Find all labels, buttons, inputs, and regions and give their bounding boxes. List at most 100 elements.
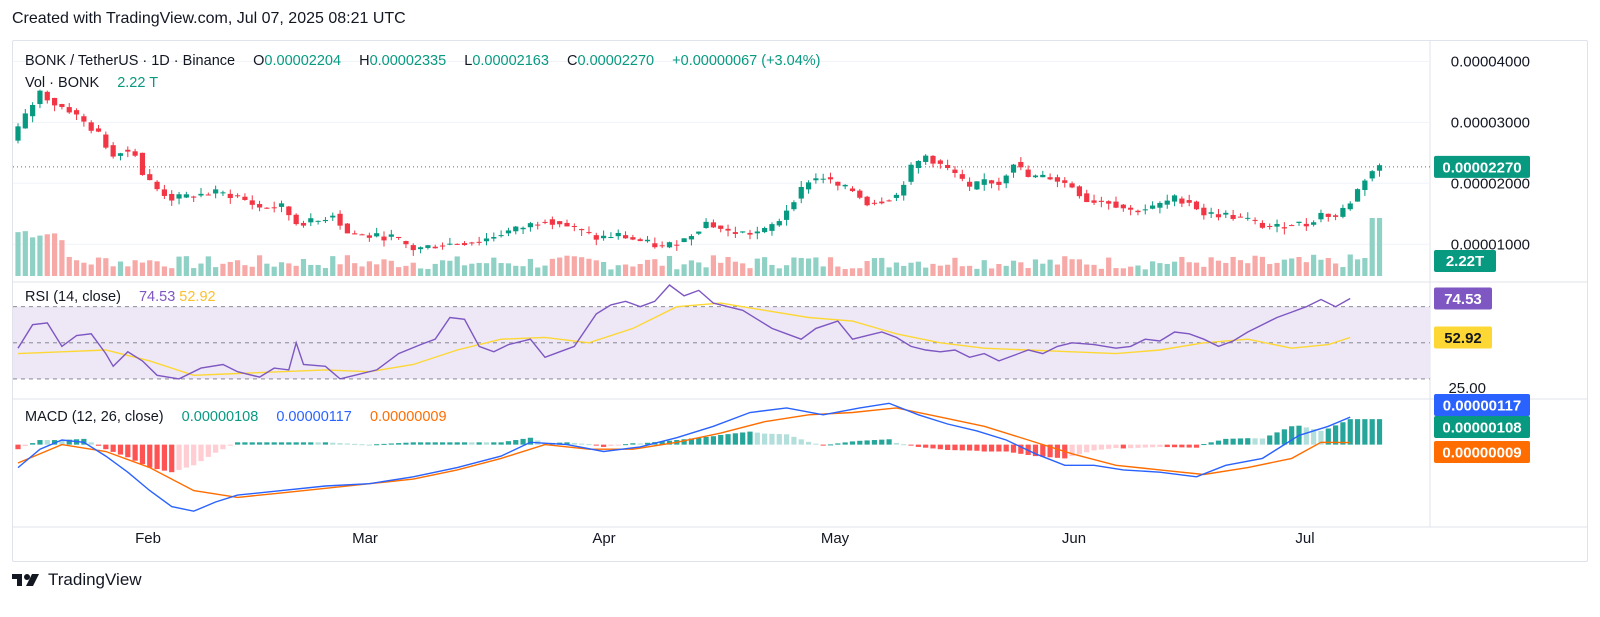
macd-histogram-bar: [893, 442, 899, 445]
volume-bar: [359, 266, 365, 276]
candle-body: [915, 160, 921, 169]
candle-body: [30, 104, 36, 117]
volume-bar: [1259, 256, 1265, 276]
macd-histogram-bar: [352, 443, 358, 445]
volume-bar: [974, 268, 980, 276]
volume-bar: [557, 257, 563, 276]
candle-body: [161, 189, 167, 196]
candle-body: [586, 232, 592, 234]
volume-bar: [1318, 259, 1324, 276]
candle-body: [959, 174, 965, 179]
volume-bar: [666, 255, 673, 276]
macd-histogram-bar: [630, 443, 636, 445]
candle-body: [615, 232, 621, 237]
macd-histogram-bar: [608, 444, 614, 447]
rsi-ma-tag: [1434, 326, 1492, 349]
macd-histogram-bar: [37, 440, 43, 445]
candle-body: [1362, 180, 1368, 191]
candle-body: [103, 134, 109, 148]
macd-histogram-bar: [644, 442, 651, 445]
volume-bar: [1098, 268, 1104, 276]
macd-histogram-bar: [44, 440, 50, 445]
volume-bar: [820, 266, 826, 276]
candle-body: [732, 232, 738, 234]
volume-bar: [1340, 267, 1346, 276]
volume-label[interactable]: Vol · BONK: [25, 75, 100, 91]
volume-bar: [1267, 264, 1273, 276]
macd-histogram-bar: [586, 444, 592, 446]
time-tick-label: May: [821, 530, 850, 547]
candle-body: [593, 235, 599, 240]
candle-body: [95, 128, 102, 132]
macd-histogram-bar: [103, 444, 109, 450]
candle-body: [359, 234, 365, 236]
macd-histogram-bar: [30, 443, 36, 445]
volume-bar: [1369, 218, 1375, 276]
candle-body: [945, 165, 951, 169]
macd-label[interactable]: MACD (12, 26, close): [25, 409, 164, 425]
candle-body: [1259, 222, 1265, 228]
volume-bar: [176, 256, 182, 276]
candle-body: [1128, 207, 1134, 210]
macd-histogram-bar: [988, 444, 995, 452]
volume-bar: [564, 255, 570, 276]
candle-body: [1274, 223, 1280, 227]
macd-histogram-bar: [1150, 444, 1156, 448]
time-tick-label: Apr: [592, 530, 615, 547]
macd-histogram-bar: [1193, 444, 1200, 448]
macd-histogram-bar: [1054, 444, 1061, 458]
volume-bar: [703, 267, 709, 276]
volume-bar: [579, 257, 585, 276]
candle-body: [476, 241, 482, 243]
macd-histogram-bar: [1084, 444, 1090, 453]
candle-body: [300, 222, 307, 226]
candle-body: [198, 193, 204, 196]
candle-body: [1157, 202, 1163, 208]
candle-body: [1208, 212, 1214, 214]
candle-body: [1267, 225, 1273, 227]
candle-body: [59, 104, 65, 107]
macd-histogram-bar: [418, 442, 424, 445]
volume-bar: [608, 269, 614, 276]
volume-bar: [418, 268, 424, 276]
volume-bar: [95, 257, 102, 276]
macd-hist-tag: [1434, 416, 1530, 438]
candle-body: [374, 233, 380, 237]
rsi-legend: RSI (14, close) 74.53 52.92: [25, 289, 216, 305]
volume-bar: [1237, 260, 1244, 276]
volume-bar: [915, 261, 921, 276]
macd-legend: MACD (12, 26, close) 0.00000108 0.000001…: [25, 409, 447, 425]
macd-line-tag-label: 0.00000117: [1443, 398, 1521, 415]
volume-bar: [1274, 262, 1280, 276]
volume-bar: [205, 256, 211, 276]
candle-body: [1230, 215, 1236, 219]
candle-body: [879, 201, 885, 204]
candle-body: [930, 155, 936, 164]
candle-body: [396, 236, 402, 239]
tradingview-logo-icon[interactable]: [12, 571, 42, 589]
candle-body: [1010, 164, 1017, 173]
volume-bar: [278, 262, 285, 276]
macd-histogram-bar: [1010, 444, 1017, 453]
volume-bar: [1354, 259, 1361, 276]
volume-bar: [776, 268, 782, 276]
candle-body: [601, 235, 607, 239]
symbol-label[interactable]: BONK / TetherUS · 1D · Binance: [25, 53, 236, 69]
macd-histogram-bar: [1274, 432, 1280, 445]
macd-histogram-bar: [732, 433, 738, 445]
macd-histogram-bar: [1120, 444, 1126, 449]
macd-histogram-bar: [315, 442, 321, 445]
candle-body: [1098, 200, 1104, 202]
volume-bar: [161, 266, 167, 276]
candle-body: [81, 116, 87, 122]
macd-histogram-bar: [974, 444, 980, 451]
volume-bar: [410, 262, 416, 276]
volume-bar: [73, 260, 80, 276]
macd-histogram-bar: [59, 440, 65, 445]
volume-bar: [249, 266, 255, 276]
candle-body: [725, 228, 731, 231]
rsi-label[interactable]: RSI (14, close): [25, 289, 121, 305]
candle-body: [820, 178, 826, 180]
volume-bar: [644, 259, 651, 276]
